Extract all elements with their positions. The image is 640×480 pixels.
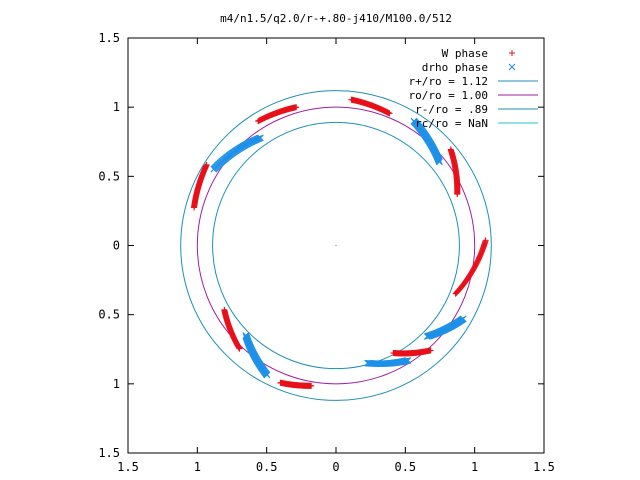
x-tick-label: 0.5 <box>394 460 416 474</box>
drho-phase-point <box>459 315 467 323</box>
w-phase-point <box>236 345 243 352</box>
x-tick-label: 1.5 <box>117 460 139 474</box>
legend-marker <box>509 50 515 56</box>
drho-phase-point <box>210 165 218 173</box>
y-tick-label: 1 <box>113 100 120 114</box>
origin-dot <box>335 244 337 247</box>
legend-label: r-/ro = .89 <box>415 103 488 116</box>
w-phase-point <box>427 347 434 354</box>
circle-rro <box>212 121 460 370</box>
legend-label: W phase <box>442 47 488 60</box>
reference-circles <box>180 90 492 401</box>
legend-marker <box>508 63 516 71</box>
drho-phase-point <box>263 371 271 379</box>
circle-roro <box>196 106 476 385</box>
y-tick-label: 0.5 <box>98 169 120 183</box>
circle-rro <box>180 90 492 401</box>
w-phase-point <box>277 379 284 386</box>
legend-label: ro/ro = 1.00 <box>409 89 488 102</box>
x-tick-label: 1.5 <box>533 460 555 474</box>
w-phase-point <box>255 118 262 125</box>
legend-label: rc/ro = NaN <box>415 117 488 130</box>
w-phase-point <box>203 161 210 168</box>
w-phase-point <box>447 146 454 153</box>
x-tick-label: 1 <box>194 460 201 474</box>
y-tick-label: 0.5 <box>98 308 120 322</box>
y-tick-label: 0 <box>113 239 120 253</box>
y-tick-label: 1.5 <box>98 446 120 460</box>
chart-title: m4/n1.5/q2.0/r-+.80-j410/M100.0/512 <box>220 12 452 25</box>
x-tick-label: 0.5 <box>256 460 278 474</box>
y-tick-label: 1.5 <box>98 31 120 45</box>
x-tick-label: 0 <box>332 460 339 474</box>
drho-phase-point <box>404 357 412 364</box>
w-phase-point <box>482 237 489 244</box>
x-tick-label: 1 <box>471 460 478 474</box>
legend-label: drho phase <box>422 61 488 74</box>
drho-phase-point <box>410 117 418 125</box>
data-points <box>191 50 516 389</box>
w-phase-point <box>348 96 355 103</box>
axis-ticks: 1.5 1 0.5 0 0.5 1 1.51.510.500.511.5 <box>98 31 555 474</box>
y-tick-label: 1 <box>113 377 120 391</box>
legend-label: r+/ro = 1.12 <box>409 75 488 88</box>
